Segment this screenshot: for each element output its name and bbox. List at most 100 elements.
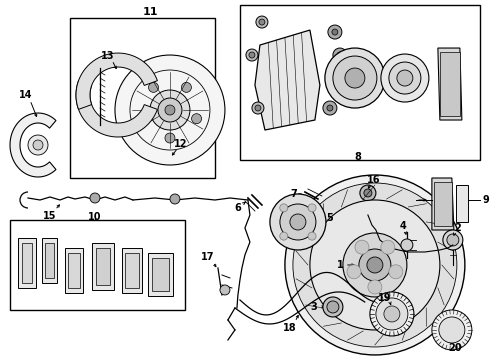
Bar (152, 258, 169, 291)
Circle shape (364, 189, 372, 197)
Circle shape (165, 133, 175, 143)
Circle shape (370, 292, 414, 336)
Circle shape (285, 175, 465, 355)
Text: 11: 11 (142, 7, 158, 17)
Text: 20: 20 (448, 343, 462, 353)
Bar (45, 243, 54, 278)
Circle shape (165, 105, 175, 115)
Circle shape (310, 200, 440, 330)
Text: 16: 16 (367, 175, 381, 185)
Text: 5: 5 (326, 213, 333, 223)
Text: 12: 12 (174, 139, 188, 149)
Circle shape (439, 317, 465, 343)
Circle shape (308, 232, 316, 240)
Text: 2: 2 (455, 223, 461, 233)
Circle shape (327, 105, 333, 111)
Bar (18, 238, 36, 288)
Circle shape (255, 105, 261, 111)
Circle shape (389, 62, 421, 94)
Circle shape (381, 240, 395, 254)
Circle shape (347, 265, 361, 279)
Circle shape (170, 194, 180, 204)
Bar (96, 248, 110, 285)
Circle shape (376, 298, 408, 330)
Text: 7: 7 (291, 189, 297, 199)
Circle shape (389, 265, 403, 279)
Text: 3: 3 (311, 302, 318, 312)
Circle shape (337, 52, 343, 58)
Circle shape (252, 102, 264, 114)
Circle shape (325, 48, 385, 108)
Circle shape (355, 240, 369, 254)
Bar (92, 243, 114, 290)
Circle shape (256, 16, 268, 28)
Circle shape (115, 55, 225, 165)
Circle shape (138, 114, 148, 124)
Polygon shape (456, 185, 468, 222)
Circle shape (333, 56, 377, 100)
Circle shape (280, 232, 288, 240)
Bar (125, 253, 139, 288)
Circle shape (293, 183, 457, 347)
Circle shape (447, 234, 459, 246)
Circle shape (328, 25, 342, 39)
Circle shape (308, 204, 316, 212)
Text: 19: 19 (378, 293, 392, 303)
Circle shape (280, 204, 316, 240)
Circle shape (33, 140, 43, 150)
Text: 17: 17 (201, 252, 215, 262)
Circle shape (384, 306, 400, 322)
Circle shape (148, 82, 158, 93)
Bar (240, 5, 480, 160)
Circle shape (246, 49, 258, 61)
Bar (148, 253, 173, 296)
Text: 13: 13 (101, 51, 115, 61)
Circle shape (150, 90, 190, 130)
Circle shape (381, 54, 429, 102)
Text: 1: 1 (337, 260, 343, 270)
Bar (22, 243, 32, 283)
Circle shape (401, 239, 413, 251)
Circle shape (359, 249, 391, 281)
Bar (65, 248, 83, 293)
Circle shape (327, 301, 339, 313)
Circle shape (181, 82, 192, 93)
Polygon shape (432, 178, 454, 230)
Circle shape (360, 185, 376, 201)
Text: 18: 18 (283, 323, 297, 333)
Polygon shape (76, 81, 157, 137)
Circle shape (28, 135, 48, 155)
Circle shape (220, 285, 230, 295)
Text: 10: 10 (88, 212, 102, 222)
Bar (122, 248, 142, 293)
Circle shape (367, 257, 383, 273)
Circle shape (432, 310, 472, 350)
Bar (70, 18, 215, 178)
Text: 14: 14 (19, 90, 33, 100)
Circle shape (443, 230, 463, 250)
Circle shape (249, 52, 255, 58)
Text: 8: 8 (354, 152, 361, 162)
Circle shape (270, 194, 326, 250)
Bar (440, 52, 460, 116)
Polygon shape (438, 48, 462, 120)
Bar (434, 182, 452, 226)
Bar (42, 238, 57, 283)
Circle shape (259, 19, 265, 25)
Bar (10, 220, 185, 310)
Text: 4: 4 (399, 221, 406, 231)
Text: 9: 9 (483, 195, 490, 205)
Circle shape (158, 98, 182, 122)
Polygon shape (255, 30, 320, 130)
Text: 15: 15 (43, 211, 57, 221)
Text: 6: 6 (235, 203, 241, 213)
Circle shape (332, 29, 338, 35)
Circle shape (323, 297, 343, 317)
Circle shape (368, 280, 382, 294)
Circle shape (323, 101, 337, 115)
Circle shape (333, 48, 347, 62)
Circle shape (343, 233, 407, 297)
Polygon shape (10, 113, 56, 177)
Polygon shape (76, 53, 157, 109)
Circle shape (397, 70, 413, 86)
